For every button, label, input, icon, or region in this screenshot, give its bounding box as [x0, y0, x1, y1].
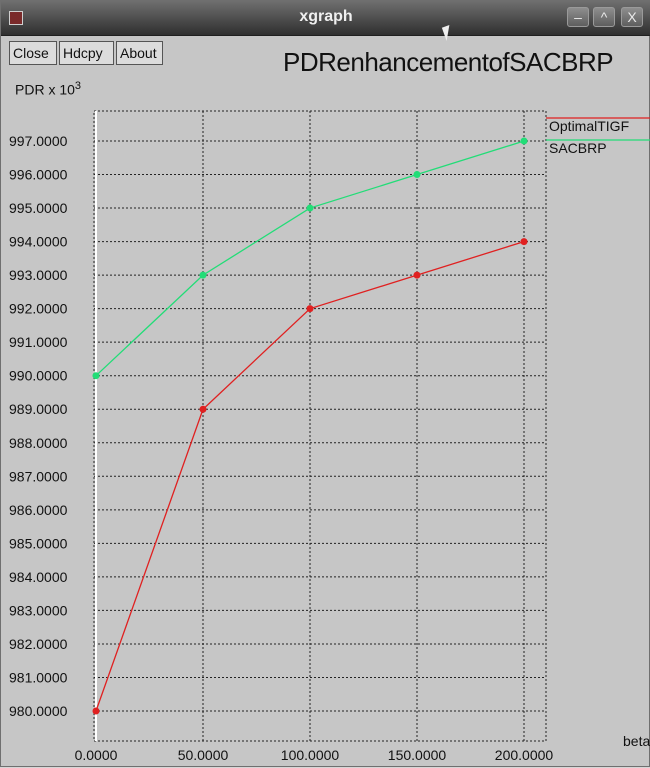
y-tick-label: 995.0000 — [9, 200, 68, 216]
y-tick-label: 988.0000 — [9, 435, 68, 451]
x-axis-label: beta — [623, 733, 650, 749]
y-tick-label: 987.0000 — [9, 468, 68, 484]
y-tick-label: 985.0000 — [9, 535, 68, 551]
legend-label-OptimalTIGF: OptimalTIGF — [549, 118, 629, 134]
y-tick-label: 984.0000 — [9, 569, 68, 585]
y-axis-label-exponent: 3 — [74, 80, 82, 92]
plot-frame — [93, 110, 547, 742]
y-tick-label: 993.0000 — [9, 267, 68, 283]
window-menu-icon[interactable] — [9, 11, 23, 25]
hdcpy-button[interactable]: Hdcpy — [59, 41, 114, 65]
data-point-SACBRP — [306, 204, 314, 212]
y-tick-label: 991.0000 — [9, 334, 68, 350]
x-tick-label: 0.0000 — [75, 747, 118, 763]
y-axis-label: PDR x 103 — [15, 80, 81, 98]
y-tick-label: 990.0000 — [9, 368, 68, 384]
window-title: xgraph — [299, 8, 353, 25]
y-tick-label: 982.0000 — [9, 636, 68, 652]
close-button[interactable]: Close — [9, 41, 57, 65]
close-window-button[interactable]: X — [621, 7, 643, 27]
y-tick-label: 983.0000 — [9, 602, 68, 618]
data-point-SACBRP — [92, 372, 100, 380]
y-tick-label: 992.0000 — [9, 301, 68, 317]
legend-label-SACBRP: SACBRP — [549, 140, 607, 156]
maximize-button[interactable]: ^ — [593, 7, 615, 27]
y-tick-label: 997.0000 — [9, 133, 68, 149]
minimize-button[interactable]: – — [567, 7, 589, 27]
data-point-SACBRP — [520, 137, 528, 145]
data-point-OptimalTIGF — [306, 305, 314, 313]
data-point-OptimalTIGF — [92, 707, 100, 715]
y-tick-label: 996.0000 — [9, 167, 68, 183]
y-tick-label: 986.0000 — [9, 502, 68, 518]
data-point-SACBRP — [199, 271, 207, 279]
title-bar[interactable]: xgraph – ^ X — [1, 1, 650, 36]
y-tick-label: 994.0000 — [9, 234, 68, 250]
y-tick-label: 980.0000 — [9, 703, 68, 719]
x-tick-label: 50.0000 — [178, 747, 229, 763]
chart-title: PDRenhancementofSACBRP — [283, 47, 614, 77]
data-point-OptimalTIGF — [520, 238, 528, 246]
data-point-OptimalTIGF — [199, 405, 207, 413]
x-tick-label: 100.0000 — [281, 747, 340, 763]
data-point-OptimalTIGF — [413, 271, 421, 279]
y-axis-label-text: PDR x 10 — [15, 81, 75, 98]
x-tick-label: 150.0000 — [388, 747, 447, 763]
data-point-SACBRP — [413, 171, 421, 179]
about-button[interactable]: About — [116, 41, 163, 65]
y-tick-label: 989.0000 — [9, 401, 68, 417]
x-tick-label: 200.0000 — [495, 747, 554, 763]
y-tick-label: 981.0000 — [9, 669, 68, 685]
